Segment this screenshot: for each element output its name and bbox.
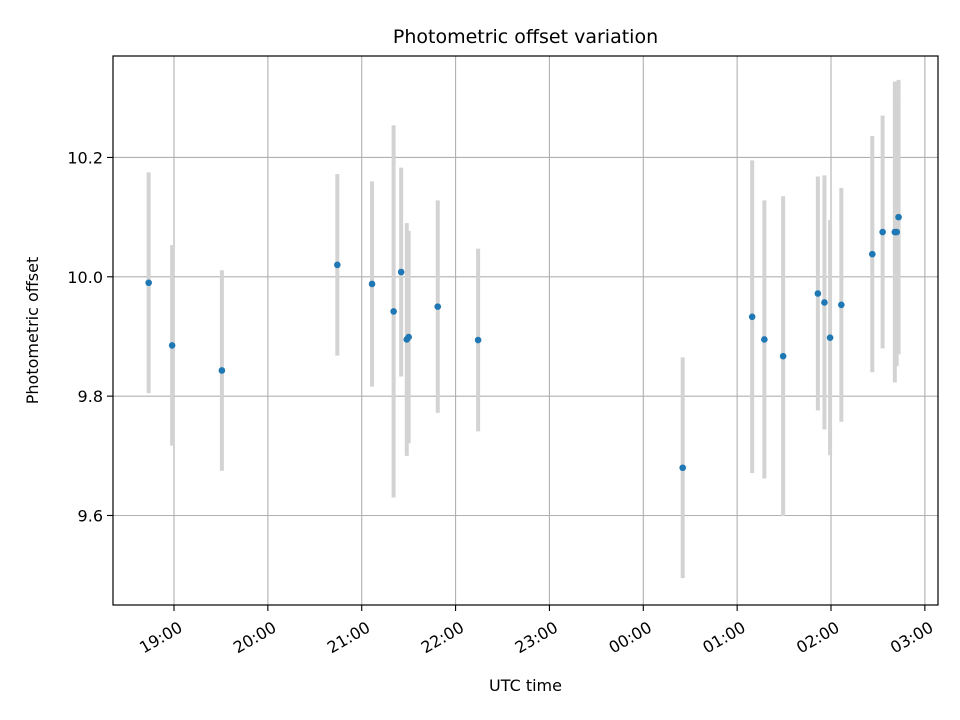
- data-point: [368, 280, 376, 288]
- data-point: [826, 334, 834, 341]
- data-point: [334, 261, 341, 269]
- ticks: 19:00 20:00 21:00 22:00 23:00 00:00 01:00 02:00…: [67, 148, 936, 657]
- y-tick-label: 10.0: [67, 268, 103, 287]
- y-tick-label: 10.2: [67, 148, 103, 167]
- y-tick-label: 9.6: [78, 506, 103, 525]
- x-tick-label: 19:00: [136, 618, 185, 658]
- data-point: [895, 213, 902, 221]
- chart-title: Photometric offset variation: [393, 26, 658, 48]
- data-point: [893, 228, 901, 236]
- data-point: [814, 290, 822, 297]
- x-tick-label: 02:00: [793, 618, 842, 658]
- data-point: [748, 313, 756, 321]
- data-point: [474, 336, 482, 344]
- data-points: [145, 213, 902, 472]
- x-tick-label: 23:00: [512, 618, 561, 658]
- x-tick-label: 20:00: [230, 618, 279, 658]
- x-tick-label: 22:00: [418, 618, 467, 658]
- plot-frame: [112, 55, 939, 606]
- error-bars: [146, 79, 901, 579]
- x-tick-label: 01:00: [699, 618, 748, 658]
- y-axis-label: Photometric offset: [23, 257, 42, 405]
- data-point: [405, 333, 412, 341]
- data-point: [679, 464, 687, 472]
- data-point: [218, 367, 226, 374]
- data-point: [879, 228, 886, 236]
- x-tick-label: 00:00: [605, 618, 654, 658]
- data-point: [168, 342, 176, 349]
- data-point: [761, 336, 768, 343]
- x-tick-label: 21:00: [324, 618, 373, 658]
- data-point: [145, 279, 152, 287]
- data-point: [779, 352, 787, 360]
- grid: [113, 56, 938, 605]
- data-point: [397, 268, 405, 276]
- data-point: [821, 299, 828, 306]
- data-point: [390, 308, 397, 315]
- x-axis-label: UTC time: [489, 676, 562, 695]
- data-point: [434, 303, 442, 310]
- y-tick-label: 9.8: [78, 387, 103, 406]
- data-point: [838, 301, 845, 309]
- data-point: [869, 250, 876, 258]
- x-tick-label: 03:00: [887, 618, 936, 658]
